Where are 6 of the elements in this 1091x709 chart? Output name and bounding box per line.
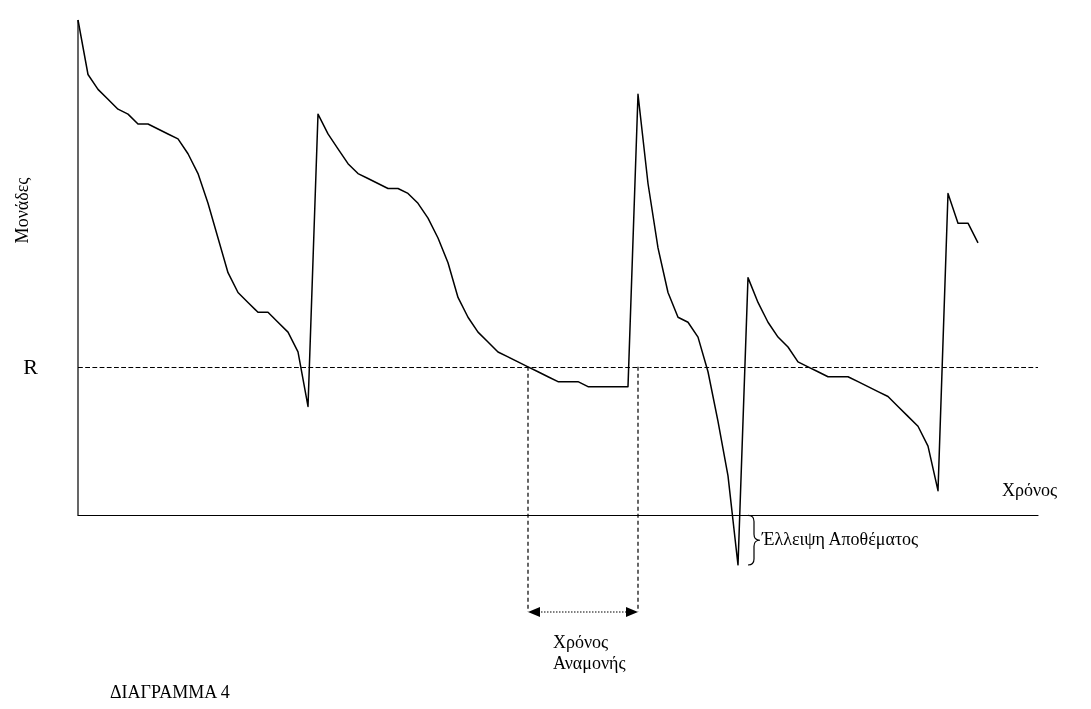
text: ΔΙΑΓΡΑΜΜΑ 4 bbox=[110, 682, 230, 703]
text: Χρόνος Αναμονής bbox=[553, 632, 627, 674]
ref-line-label: R bbox=[23, 354, 39, 380]
y-axis-title: Μονάδες bbox=[12, 177, 34, 244]
annotation: Έλλειψη Αποθέματος bbox=[762, 529, 919, 551]
x-axis-title: Χρόνος bbox=[1002, 480, 1058, 501]
